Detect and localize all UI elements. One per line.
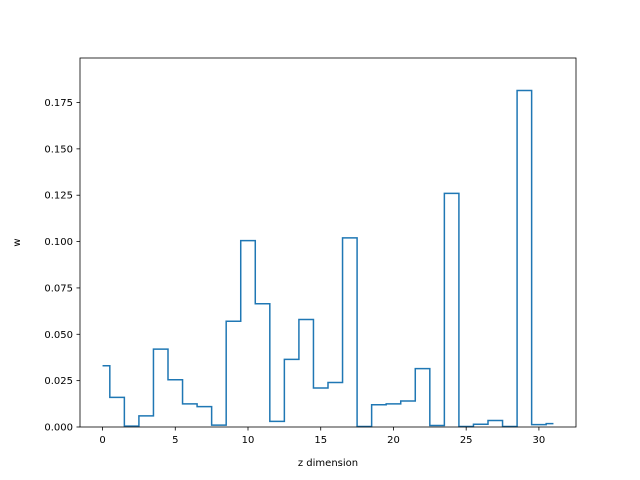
y-axis: 0.000 0.025 0.050 0.075 0.100 0.125 0.150 0.175 xyxy=(44,98,80,434)
x-tick-label: 10 xyxy=(242,435,255,446)
y-tick-label: 0.075 xyxy=(44,283,73,294)
plot-area xyxy=(102,89,554,428)
x-tick-label: 5 xyxy=(172,435,178,446)
plot-frame xyxy=(79,57,577,428)
x-axis-label: z dimension xyxy=(298,458,358,469)
x-tick-label: 25 xyxy=(460,435,473,446)
y-tick-label: 0.100 xyxy=(44,237,73,248)
y-axis-label: w xyxy=(12,238,23,246)
y-tick-label: 0.175 xyxy=(44,98,73,109)
x-tick-label: 15 xyxy=(314,435,327,446)
y-tick-label: 0.125 xyxy=(44,191,73,202)
x-tick-label: 30 xyxy=(533,435,546,446)
y-tick-label: 0.050 xyxy=(44,330,73,341)
x-tick-label: 0 xyxy=(99,435,105,446)
x-tick-label: 20 xyxy=(387,435,400,446)
y-tick-label: 0.150 xyxy=(44,144,73,155)
series-step-line xyxy=(102,89,554,428)
y-tick-label: 0.000 xyxy=(44,423,73,434)
y-tick-label: 0.025 xyxy=(44,376,73,387)
x-axis: 0 5 10 15 20 25 30 xyxy=(99,427,545,446)
